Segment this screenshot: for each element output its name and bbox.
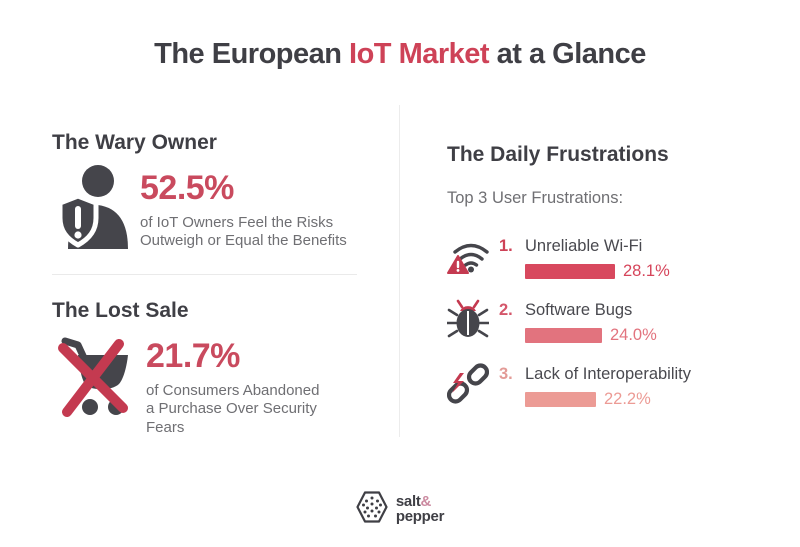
frustration-item-wifi: 1. Unreliable Wi-Fi 28.1% <box>447 234 770 281</box>
logo-ampersand: & <box>420 493 432 511</box>
panel-heading: The Daily Frustrations <box>447 143 669 166</box>
wifi-alert-icon <box>447 234 489 276</box>
frustration-bar <box>525 264 615 279</box>
section-divider <box>52 274 357 275</box>
left-column: The Wary Owner 52.5% of IoT Owners Feel … <box>0 105 399 437</box>
frustration-label: Unreliable Wi-Fi <box>525 237 643 255</box>
section-heading: The Wary Owner <box>52 131 217 154</box>
frustration-value: 24.0% <box>610 326 657 344</box>
title-prefix: The European <box>154 38 350 70</box>
frustration-list: 1. Unreliable Wi-Fi 28.1% <box>446 234 770 409</box>
frustration-value: 22.2% <box>604 390 651 408</box>
salt-shaker-icon <box>356 490 388 529</box>
rank-number: 2. <box>499 301 513 319</box>
frustration-item-interoperability: 3. Lack of Interoperability 22.2% <box>446 362 770 409</box>
frustration-label: Software Bugs <box>525 301 633 319</box>
panel-subheading: Top 3 User Frustrations: <box>447 189 624 207</box>
frustrations-panel: The Daily Frustrations Top 3 User Frustr… <box>399 105 800 438</box>
section-heading: The Lost Sale <box>52 299 189 322</box>
stat-description: of Consumers Abandoned a Purchase Over S… <box>146 382 320 436</box>
frustration-value: 28.1% <box>623 262 670 280</box>
logo-wordmark: salt& pepper <box>395 493 445 525</box>
lost-sale-section: The Lost Sale 21.7% of Consumers <box>52 299 357 437</box>
stat-value: 52.5% <box>140 169 234 207</box>
frustration-label: Lack of Interoperability <box>525 365 692 383</box>
title-highlight: IoT Market <box>349 38 490 70</box>
stat-description: of IoT Owners Feel the Risks Outweigh or… <box>140 214 347 250</box>
frustration-bar <box>525 328 602 343</box>
rank-number: 3. <box>499 365 513 383</box>
person-shield-alert-icon <box>52 163 128 254</box>
brand-logo: salt& pepper <box>0 490 800 529</box>
bug-icon <box>446 298 490 340</box>
page-title: The European IoT Market at a Glance <box>0 38 800 71</box>
rank-number: 1. <box>499 237 513 255</box>
content-area: The Wary Owner 52.5% of IoT Owners Feel … <box>0 105 800 438</box>
cart-crossed-icon <box>52 331 134 426</box>
wary-owner-section: The Wary Owner 52.5% of IoT Owners Feel … <box>52 131 357 254</box>
title-suffix: at a Glance <box>489 38 647 70</box>
frustration-item-bugs: 2. Software Bugs 24.0% <box>446 298 770 345</box>
frustration-bar <box>525 392 596 407</box>
stat-value: 21.7% <box>146 337 240 375</box>
broken-link-icon <box>446 362 490 404</box>
